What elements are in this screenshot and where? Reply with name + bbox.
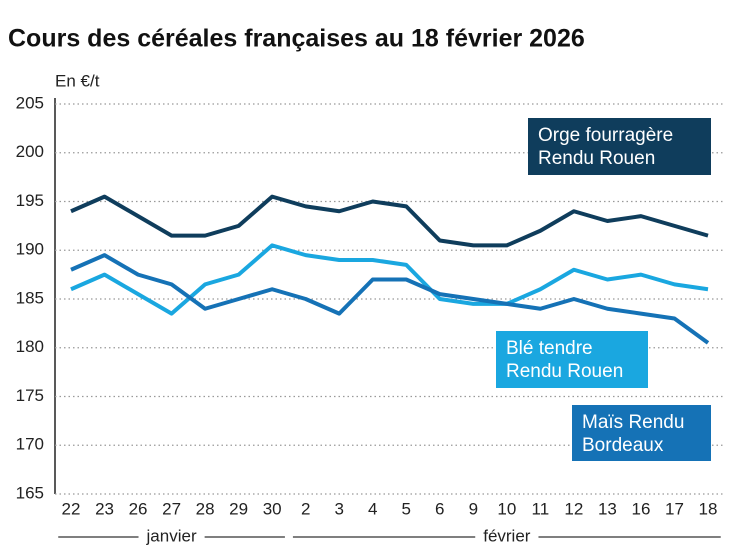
y-tick-label: 170 [16, 435, 44, 454]
x-tick-label: 17 [665, 499, 684, 518]
x-tick-label: 11 [532, 499, 550, 518]
x-tick-label: 28 [196, 499, 215, 518]
legend-label: Orge fourragère Rendu Rouen [528, 118, 711, 175]
x-tick-label: 3 [334, 499, 343, 518]
chart-title: Cours des céréales françaises au 18 févr… [8, 25, 585, 53]
y-axis-label: En €/t [55, 71, 100, 90]
x-tick-label: 9 [469, 499, 478, 518]
legend-label: Blé tendre Rendu Rouen [496, 331, 648, 388]
y-tick-label: 190 [16, 240, 44, 259]
x-tick-label: 13 [598, 499, 617, 518]
legend-label: Maïs Rendu Bordeaux [572, 405, 711, 461]
x-tick-label: 5 [402, 499, 411, 518]
x-tick-label: 2 [301, 499, 310, 518]
series-line [70, 253, 710, 345]
x-tick-label: 26 [129, 499, 148, 518]
series-line [70, 194, 709, 248]
series-line [70, 243, 709, 316]
x-tick-label: 4 [368, 499, 377, 518]
x-tick-label: 22 [62, 499, 81, 518]
y-tick-label: 195 [16, 191, 44, 210]
x-tick-label: 27 [162, 499, 181, 518]
x-group-label: février [483, 526, 531, 545]
y-tick-label: 185 [16, 288, 44, 307]
x-tick-label: 10 [497, 499, 516, 518]
x-group-label: janvier [146, 526, 197, 545]
y-tick-label: 175 [16, 386, 44, 405]
x-tick-label: 23 [95, 499, 114, 518]
x-tick-label: 29 [229, 499, 248, 518]
x-tick-label: 18 [699, 499, 718, 518]
x-tick-label: 30 [263, 499, 282, 518]
x-tick-label: 6 [435, 499, 444, 518]
y-tick-label: 165 [16, 483, 44, 502]
x-tick-label: 16 [631, 499, 650, 518]
y-tick-label: 180 [16, 337, 44, 356]
y-tick-label: 200 [16, 142, 44, 161]
y-tick-label: 205 [16, 93, 44, 112]
x-tick-label: 12 [564, 499, 583, 518]
